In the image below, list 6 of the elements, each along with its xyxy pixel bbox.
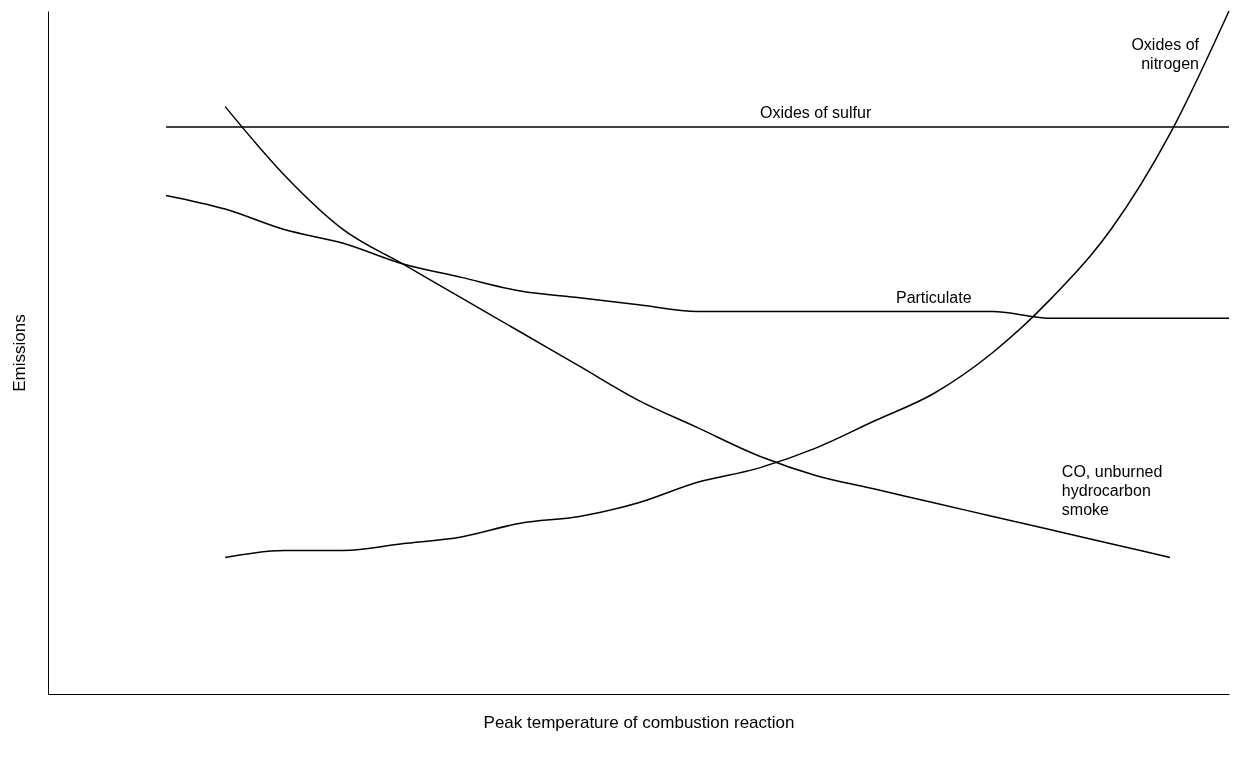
series-label: Oxides of sulfur (760, 104, 872, 122)
y-axis-title: Emissions (9, 314, 29, 392)
x-axis-title: Peak temperature of combustion reaction (483, 712, 795, 732)
series-label: Oxides of nitrogen (1131, 36, 1200, 72)
series-label: CO, unburned hydrocarbon smoke (1061, 463, 1163, 519)
series-label: Particulate (895, 288, 972, 306)
